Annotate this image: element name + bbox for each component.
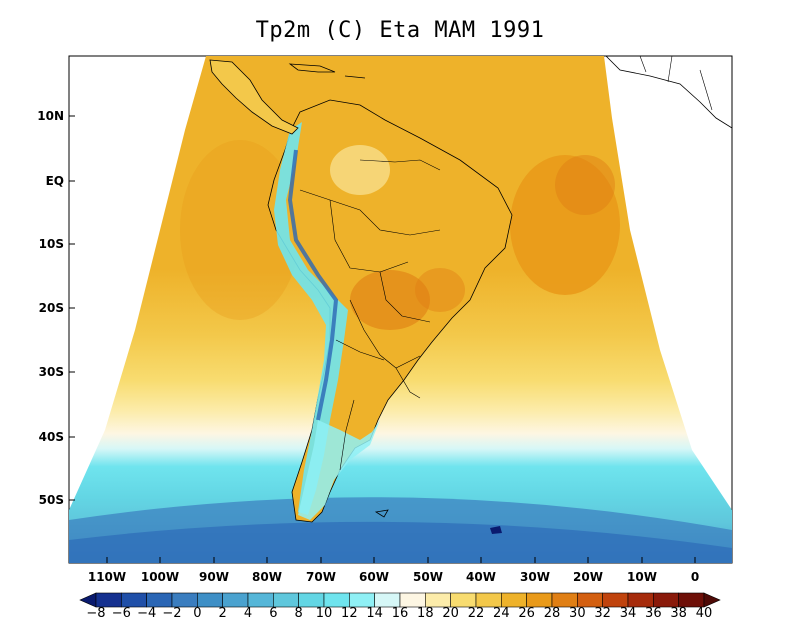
latitude-axis [69,115,75,501]
lon-label-10w: 10W [627,570,657,584]
colorbar-bin [247,592,274,608]
colorbar-tick-label: 28 [544,606,561,618]
lon-label-100w: 100W [141,570,179,584]
colorbar [79,592,721,608]
colorbar-tick-label: 14 [366,606,383,618]
lon-label-0: 0 [691,570,699,584]
colorbar-bin [146,592,173,608]
lon-label-40w: 40W [466,570,496,584]
lon-label-90w: 90W [199,570,229,584]
colorbar-tick-label: 2 [219,606,227,618]
colorbar-tick-label: 40 [696,606,713,618]
colorbar-arrow-low [79,592,97,608]
lat-label-40s: 40S [39,430,64,444]
longitude-axis [106,557,696,563]
colorbar-tick-label: 24 [493,606,510,618]
colorbar-bin [551,592,578,608]
colorbar-bin [399,592,426,608]
lon-label-30w: 30W [520,570,550,584]
colorbar-tick-label: −8 [86,606,105,618]
africa-coastline [605,56,732,129]
colorbar-bin [577,592,603,608]
colorbar-bin [171,592,198,608]
colorbar-bin [678,592,705,608]
colorbar-bin [323,592,350,608]
colorbar-tick-label: 8 [295,606,303,618]
colorbar-bin [349,592,375,608]
lat-label-eq: EQ [46,174,64,188]
colorbar-tick-label: 6 [269,606,277,618]
andes-cold-strip [274,122,348,515]
lon-label-50w: 50W [413,570,443,584]
lon-label-60w: 60W [359,570,389,584]
colorbar-tick-label: 10 [316,606,333,618]
colorbar-labels: −8 −6 −4 −2 0 2 4 6 8 10 12 14 16 18 20 22 24 26 28 30 32 34 3… [86,606,712,618]
country-borders [299,159,441,471]
colorbar-tick-label: 4 [244,606,252,618]
lat-label-10s: 10S [39,237,64,251]
lat-label-20s: 20S [39,301,64,315]
colorbar-tick-label: 16 [392,606,409,618]
colorbar-bin [298,592,325,608]
colorbar-arrow-high [703,592,721,608]
colorbar-tick-label: 22 [468,606,485,618]
colorbar-tick-label: 30 [569,606,586,618]
colorbar-bin [95,592,122,608]
lat-label-30s: 30S [39,365,64,379]
colorbar-tick-label: 26 [518,606,535,618]
colorbar-tick-label: 12 [341,606,358,618]
colorbar-bin [425,592,451,608]
colorbar-bin [653,592,679,608]
colorbar-tick-label: −4 [137,606,156,618]
colorbar-tick-label: 0 [193,606,201,618]
central-america-landmass [209,59,299,135]
lon-label-70w: 70W [306,570,336,584]
colorbar-bin [197,592,223,608]
colorbar-tick-label: −2 [162,606,181,618]
colorbar-tick-label: 32 [594,606,611,618]
colorbar-tick-label: 20 [442,606,459,618]
colorbar-tick-label: 34 [620,606,637,618]
lon-label-110w: 110W [88,570,126,584]
colorbar-tick-label: 36 [645,606,662,618]
colorbar-tick-label: 18 [417,606,434,618]
colorbar-bin [475,592,502,608]
colorbar-bin [222,592,249,608]
colorbar-bin [374,592,401,608]
colorbar-tick-label: −6 [112,606,131,618]
colorbar-bin [450,592,477,608]
lon-label-80w: 80W [252,570,282,584]
colorbar-bin [526,592,553,608]
colorbar-bin [121,592,147,608]
colorbar-bin [602,592,629,608]
lat-label-50s: 50S [39,493,64,507]
colorbar-bin [501,592,527,608]
colorbar-bin [627,592,654,608]
lat-label-10n: 10N [37,109,64,123]
lon-label-20w: 20W [573,570,603,584]
colorbar-bin [273,592,299,608]
colorbar-tick-label: 38 [670,606,687,618]
chart-title: Tp2m (C) Eta MAM 1991 [255,18,545,43]
